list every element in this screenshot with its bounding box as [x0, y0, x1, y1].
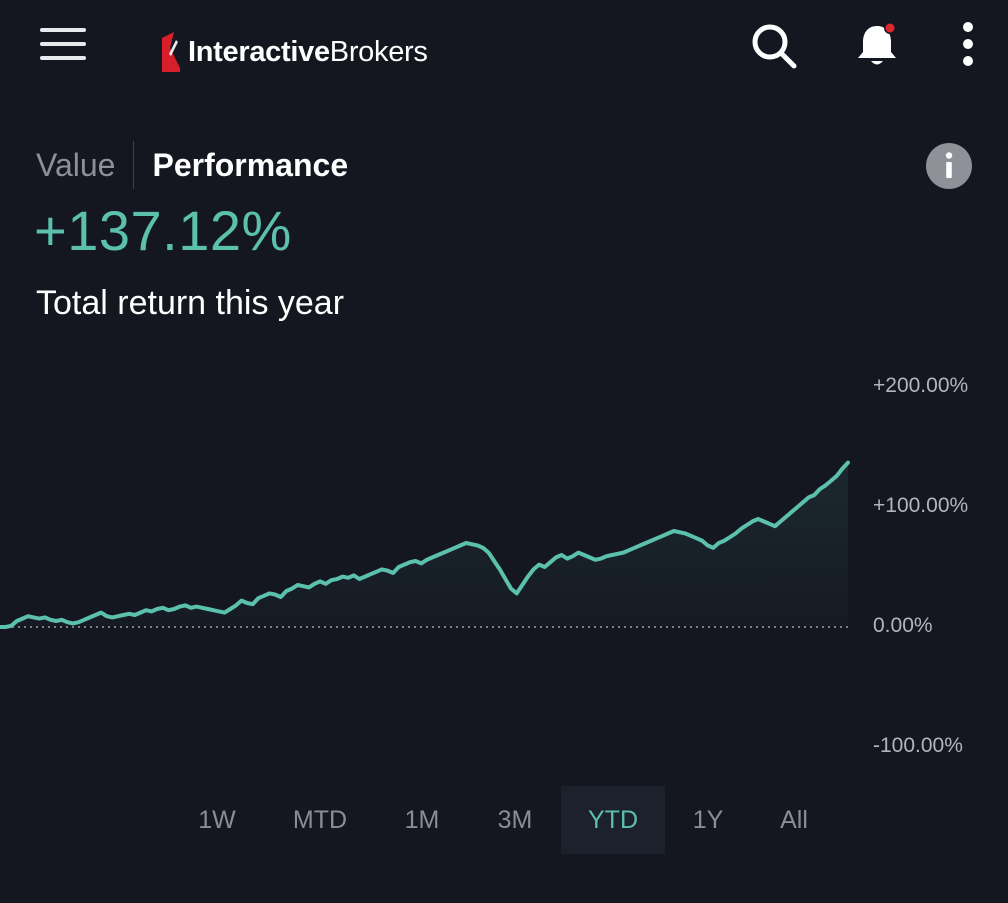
info-icon[interactable] — [926, 143, 972, 189]
y-tick-label: 0.00% — [873, 614, 933, 637]
search-icon[interactable] — [748, 20, 798, 70]
total-return-value: +137.12% — [34, 199, 292, 262]
logo-text-light: Brokers — [329, 35, 428, 68]
tab-value[interactable]: Value — [36, 146, 116, 183]
range-button-ytd[interactable]: YTD — [561, 786, 665, 854]
range-button-1w[interactable]: 1W — [198, 806, 236, 834]
range-button-all[interactable]: All — [780, 806, 808, 834]
performance-line — [0, 460, 850, 629]
range-button-1m[interactable]: 1M — [404, 806, 440, 834]
y-tick-label: +200.00% — [873, 374, 969, 397]
hamburger-menu-icon[interactable] — [38, 24, 88, 64]
logo: InteractiveBrokers — [160, 24, 428, 80]
y-tick-label: +100.00% — [873, 494, 969, 517]
range-selector: 1W MTD 1M 3M YTD 1Y All — [0, 786, 1008, 856]
performance-chart[interactable]: +200.00% +100.00% 0.00% -100.00% — [0, 360, 1008, 780]
logo-mark-icon — [162, 32, 180, 72]
tab-performance[interactable]: Performance — [152, 146, 349, 183]
performance-chart-svg — [0, 460, 850, 629]
view-tabs: Value Performance — [36, 140, 348, 190]
logo-text-bold: Interactive — [188, 35, 330, 68]
logo-text: InteractiveBrokers — [188, 36, 428, 69]
bell-icon[interactable] — [852, 20, 902, 70]
total-return-label: Total return this year — [36, 284, 345, 322]
notification-dot — [885, 23, 895, 33]
tab-divider — [133, 141, 135, 189]
performance-area — [0, 462, 848, 627]
y-tick-label: -100.00% — [873, 734, 963, 757]
range-button-1y[interactable]: 1Y — [692, 806, 724, 834]
range-button-mtd[interactable]: MTD — [292, 806, 348, 834]
more-vertical-icon[interactable] — [944, 20, 994, 70]
range-button-3m[interactable]: 3M — [497, 806, 533, 834]
